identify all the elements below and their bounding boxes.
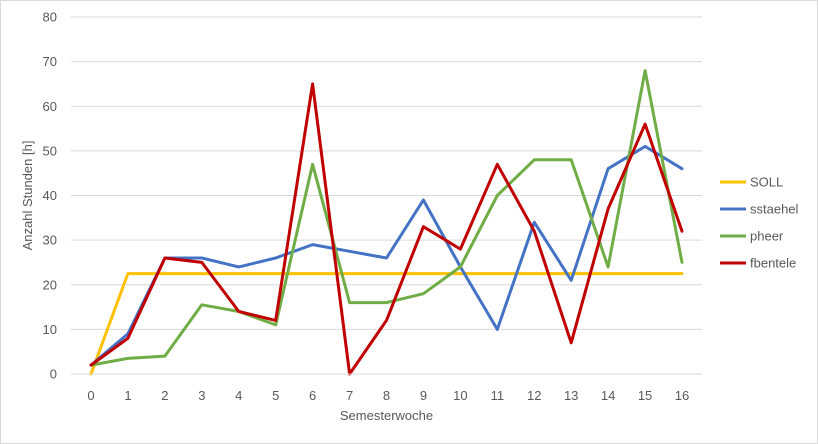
series-line-soll [89,272,684,376]
x-axis-ticks: 0 1 2 3 4 5 6 7 8 9 10 11 12 13 14 15 16 [87,388,689,403]
x-tick-label: 9 [420,388,427,403]
y-tick-label: 80 [43,10,57,25]
y-tick-label: 50 [43,143,57,158]
x-tick-label: 10 [453,388,467,403]
x-tick-label: 3 [198,388,205,403]
series-line-fbentele [89,82,684,376]
y-tick-label: 0 [50,367,57,382]
x-tick-label: 1 [124,388,131,403]
x-tick-label: 16 [675,388,689,403]
x-tick-label: 5 [272,388,279,403]
series-line-sstaehel [89,144,684,367]
y-axis-ticks: 0 10 20 30 40 50 60 70 80 [43,10,57,382]
y-tick-label: 70 [43,54,57,69]
legend-label-pheer: pheer [750,229,784,244]
series-line-pheer [89,69,684,367]
x-tick-label: 15 [638,388,652,403]
y-tick-label: 60 [43,99,57,114]
series-lines [89,69,684,376]
legend: SOLL sstaehel pheer fbentele [720,175,799,271]
y-tick-label: 10 [43,322,57,337]
y-tick-label: 30 [43,233,57,248]
x-tick-label: 14 [601,388,615,403]
x-tick-label: 6 [309,388,316,403]
legend-label-sstaehel: sstaehel [750,202,799,217]
legend-label-soll: SOLL [750,175,783,190]
x-tick-label: 4 [235,388,242,403]
x-tick-label: 2 [161,388,168,403]
x-tick-label: 13 [564,388,578,403]
gridlines [71,16,702,330]
x-tick-label: 7 [346,388,353,403]
legend-label-fbentele: fbentele [750,256,796,271]
y-tick-label: 40 [43,188,57,203]
x-tick-label: 12 [527,388,541,403]
x-tick-label: 11 [491,388,505,403]
y-axis-title: Anzahl Stunden [h] [20,141,35,251]
x-tick-label: 8 [383,388,390,403]
x-axis-title: Semesterwoche [340,408,433,423]
x-tick-label: 0 [87,388,94,403]
y-tick-label: 20 [43,277,57,292]
